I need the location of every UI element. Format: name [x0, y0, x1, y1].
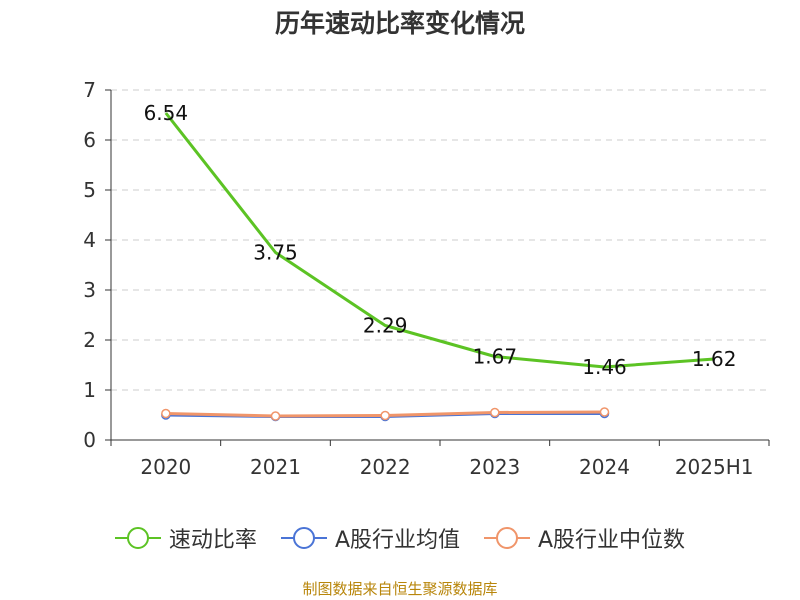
legend: 速动比率 A股行业均值 A股行业中位数 [0, 520, 800, 556]
legend-item-industry-median[interactable]: A股行业中位数 [484, 522, 685, 554]
x-tick-label: 2023 [469, 455, 520, 479]
legend-item-industry-average[interactable]: A股行业均值 [280, 522, 460, 554]
data-label: 3.75 [253, 241, 298, 265]
line-chart: 0 1 2 3 4 5 6 7 2020 2021 2022 2023 2024 2025H1 6.54 3.… [83, 78, 770, 479]
data-point [599, 407, 610, 417]
x-tick-label: 2024 [579, 455, 630, 479]
legend-label-industry-average: A股行业均值 [334, 528, 460, 553]
legend-label-industry-median: A股行业中位数 [538, 528, 686, 553]
y-tick-label: 1 [83, 378, 96, 402]
series-line-0 [164, 112, 715, 369]
x-tick-label: 2022 [360, 455, 411, 479]
data-label: 2.29 [363, 314, 408, 338]
data-point [270, 411, 281, 421]
y-tick-label: 6 [83, 128, 96, 152]
y-tick-label: 5 [83, 178, 96, 202]
data-point [161, 408, 171, 419]
data-point [380, 410, 390, 421]
legend-item-quick-ratio[interactable]: 速动比率 [114, 522, 257, 554]
y-tick-label: 2 [83, 328, 96, 352]
data-label: 6.54 [144, 101, 189, 125]
source-note: 制图数据来自恒生聚源数据库 [302, 580, 498, 598]
chart-title: 历年速动比率变化情况 [274, 9, 525, 38]
data-point [490, 407, 500, 418]
legend-marker-industry-average [280, 526, 327, 550]
data-label: 1.62 [692, 347, 737, 371]
data-label: 1.67 [473, 345, 518, 369]
y-tick-label: 3 [83, 278, 96, 302]
x-tick-label: 2025H1 [675, 455, 754, 479]
legend-label-quick-ratio: 速动比率 [168, 528, 257, 553]
legend-marker-industry-median [484, 526, 530, 550]
data-label: 1.46 [582, 355, 627, 379]
y-tick-label: 0 [83, 428, 96, 452]
y-tick-label: 4 [83, 228, 96, 252]
x-tick-label: 2020 [140, 455, 191, 479]
x-tick-label: 2021 [250, 455, 301, 479]
y-tick-label: 7 [83, 78, 96, 102]
legend-marker-quick-ratio [114, 526, 161, 550]
